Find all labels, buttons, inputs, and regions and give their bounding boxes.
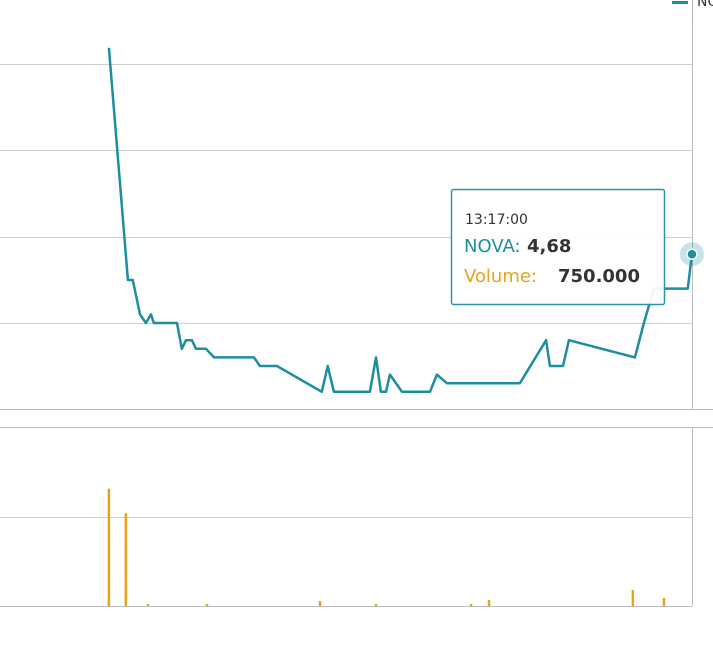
volume-bar <box>318 600 322 606</box>
volume-bar <box>662 598 666 606</box>
tooltip: 13:17:00 NOVA: 4,68 Volume: 750.000 <box>450 188 666 306</box>
volume-bar <box>107 488 111 606</box>
legend-swatch <box>672 1 688 4</box>
volume-bar <box>146 603 150 606</box>
volume-bar <box>487 600 491 606</box>
grid <box>0 64 692 518</box>
tooltip-box <box>450 188 666 306</box>
price-line <box>107 47 694 394</box>
volume-bar <box>124 513 128 606</box>
tooltip-volume-label: Volume: <box>464 266 537 287</box>
tooltip-time: 13:17:00 <box>465 212 528 228</box>
legend: NOVA <box>672 0 713 10</box>
volume-bar <box>205 603 209 606</box>
tooltip-volume: 750.000 <box>558 266 640 287</box>
marks <box>107 47 704 606</box>
volume-bar <box>469 603 473 606</box>
volume-bar <box>631 590 635 606</box>
tooltip-value: 4,68 <box>527 236 571 257</box>
volume-bar <box>374 603 378 606</box>
hover-point <box>686 248 698 260</box>
tooltip-series: NOVA: <box>464 236 521 257</box>
legend-label: NOVA <box>697 0 713 10</box>
